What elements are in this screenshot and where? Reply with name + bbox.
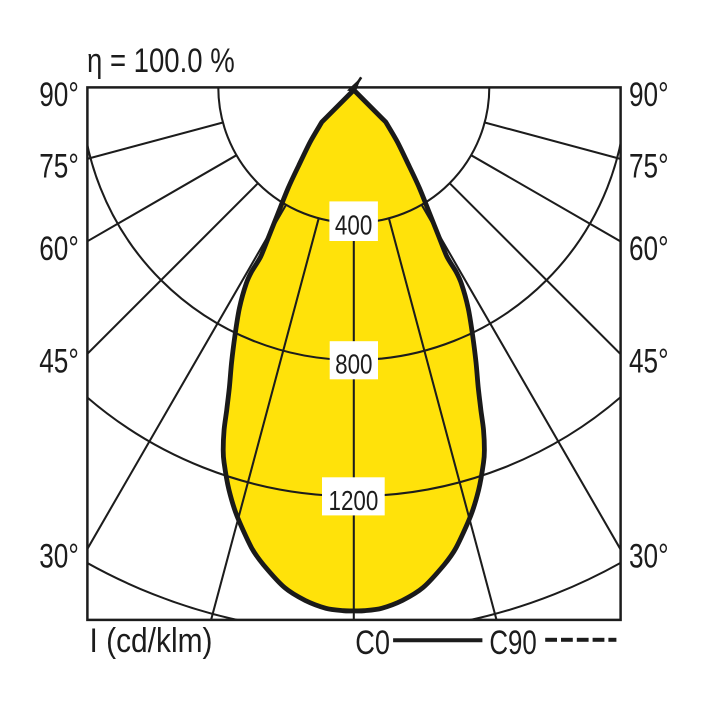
svg-text:30°: 30° <box>39 538 79 575</box>
svg-text:60°: 60° <box>629 231 669 268</box>
svg-text:45°: 45° <box>629 344 669 381</box>
svg-text:400: 400 <box>335 210 372 241</box>
svg-text:1200: 1200 <box>328 486 378 517</box>
svg-text:C90: C90 <box>489 625 536 662</box>
svg-text:60°: 60° <box>39 231 79 268</box>
svg-text:75°: 75° <box>629 149 669 186</box>
svg-text:75°: 75° <box>39 149 79 186</box>
svg-text:90°: 90° <box>39 77 79 114</box>
svg-text:C0: C0 <box>355 623 390 662</box>
svg-text:90°: 90° <box>629 77 669 114</box>
svg-text:800: 800 <box>335 349 372 380</box>
svg-text:45°: 45° <box>39 344 79 381</box>
svg-text:30°: 30° <box>629 538 669 575</box>
svg-text:η = 100.0 %: η = 100.0 % <box>87 41 235 79</box>
svg-text:I (cd/klm): I (cd/klm) <box>90 621 213 659</box>
